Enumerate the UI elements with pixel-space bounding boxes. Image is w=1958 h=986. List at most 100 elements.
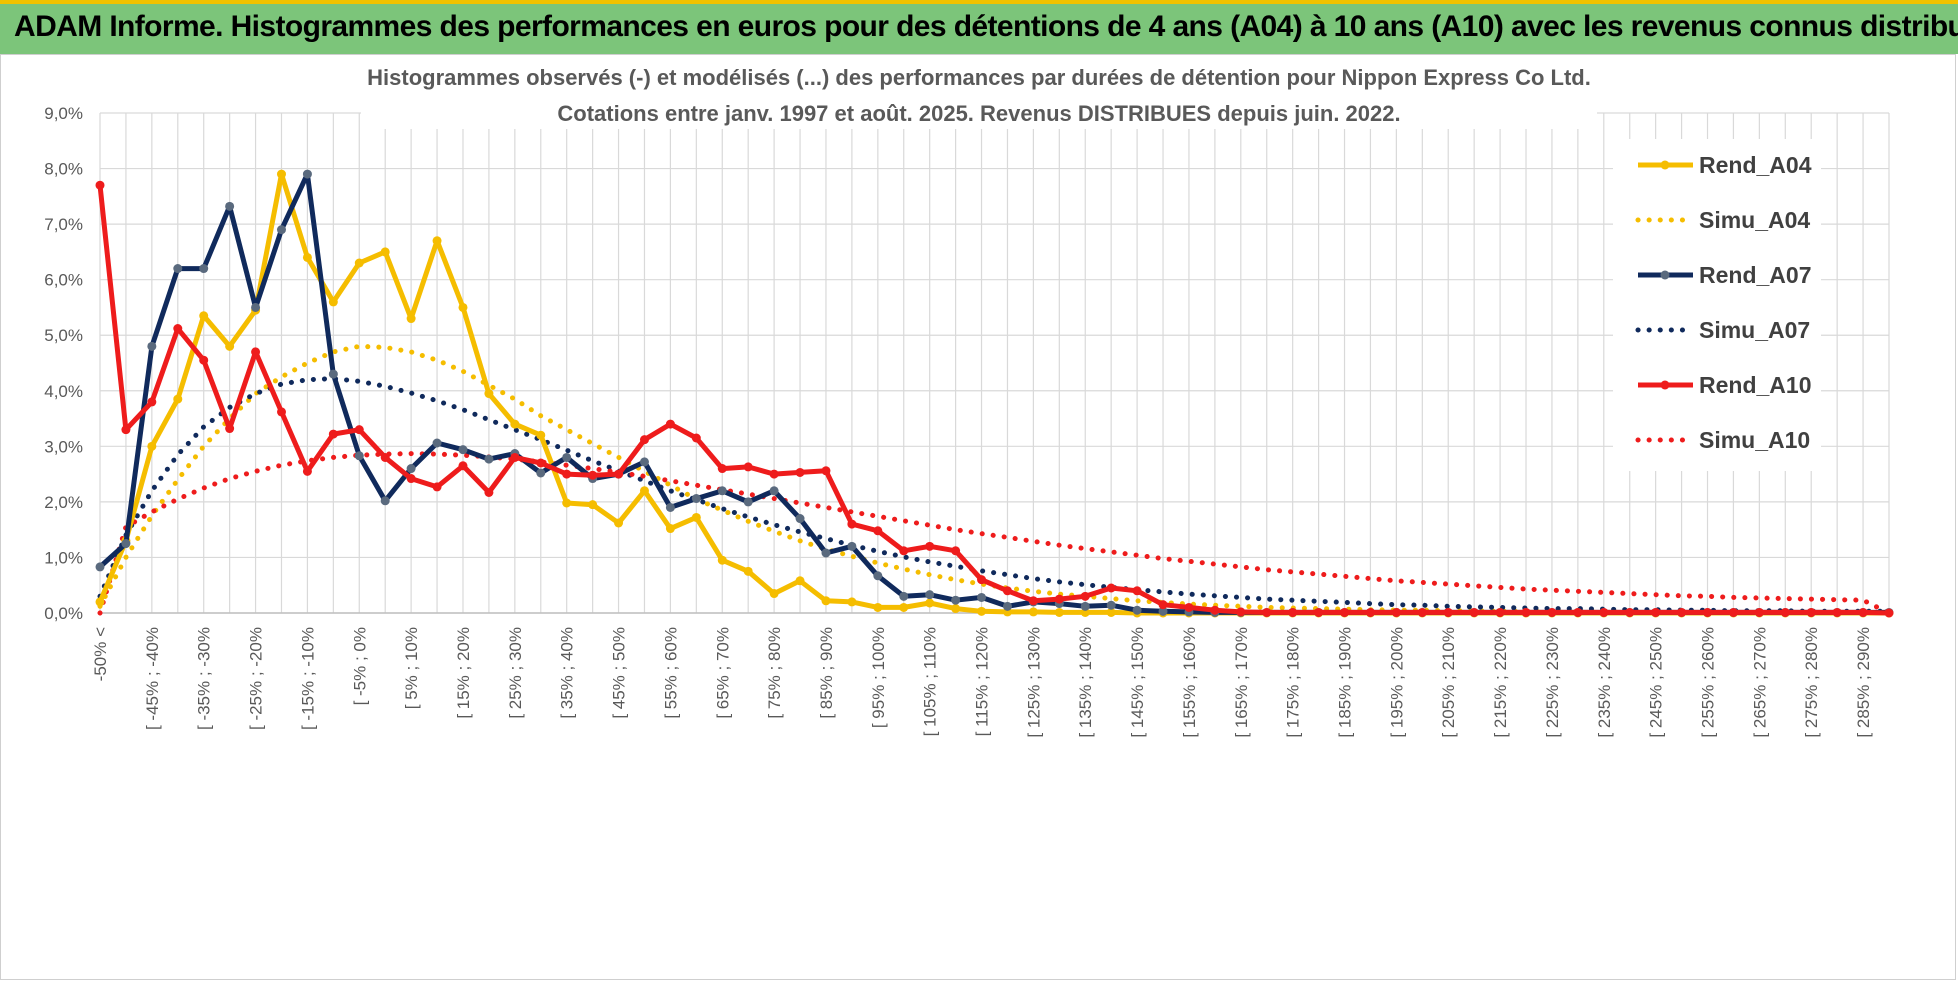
data-point	[691, 433, 701, 443]
data-point	[639, 435, 649, 445]
data-point	[1469, 607, 1479, 617]
data-point	[873, 602, 883, 612]
x-tick-label: [ 195% ; 200%	[1387, 627, 1406, 738]
data-point	[1858, 607, 1868, 617]
x-tick-label: [ 25% ; 30%	[506, 627, 525, 719]
data-point	[276, 169, 286, 179]
data-point	[536, 430, 546, 440]
data-point	[225, 341, 235, 351]
data-point	[1106, 583, 1116, 593]
data-point	[1288, 607, 1298, 617]
legend-box	[1613, 139, 1821, 471]
data-point	[821, 466, 831, 476]
data-point	[199, 264, 209, 274]
data-point	[484, 454, 494, 464]
series-line	[97, 184, 1890, 616]
legend-label: Simu_A07	[1699, 317, 1810, 343]
data-point	[795, 467, 805, 477]
data-point	[276, 407, 286, 417]
data-point	[173, 324, 183, 334]
data-point	[199, 355, 209, 365]
x-tick-label: [ 225% ; 230%	[1543, 627, 1562, 738]
legend: Rend_A04 Simu_A04 Rend_A07 Simu_A07 Rend_A10…	[1613, 139, 1821, 471]
data-point	[1106, 607, 1116, 617]
legend-label: Rend_A10	[1699, 372, 1811, 398]
legend-marker	[1660, 380, 1670, 390]
data-point	[639, 457, 649, 467]
data-point	[1106, 600, 1116, 610]
data-point	[484, 389, 494, 399]
data-point	[1080, 601, 1090, 611]
x-tick-label: [ 15% ; 20%	[454, 627, 473, 719]
data-point	[614, 518, 624, 528]
legend-item: Simu_A07	[1635, 317, 1810, 343]
data-point	[225, 424, 235, 434]
series-Simu_A07	[97, 376, 1892, 614]
data-point	[665, 419, 675, 429]
y-tick-label: 1,0%	[44, 548, 83, 567]
data-point	[873, 526, 883, 536]
report-banner: ADAM Informe. Histogrammes des performan…	[0, 0, 1958, 54]
data-point	[1754, 607, 1764, 617]
x-tick-label: [ -35% ; -30%	[195, 627, 214, 730]
data-point	[1002, 601, 1012, 611]
y-tick-label: 9,0%	[44, 104, 83, 123]
x-tick-label: [ -5% ; 0%	[350, 627, 369, 705]
x-tick-label: [ 105% ; 110%	[921, 627, 940, 736]
data-point	[95, 180, 105, 190]
legend-label: Simu_A04	[1699, 207, 1810, 233]
data-point	[795, 514, 805, 524]
data-point	[432, 438, 442, 448]
data-point	[1314, 607, 1324, 617]
x-tick-label: [ 175% ; 180%	[1284, 627, 1303, 738]
performance-histogram-chart: 0,0% 1,0% 2,0% 3,0% 4,0% 5,0% 6,0% 7,0% 8,0% 9,0%…	[44, 61, 1894, 738]
data-point	[899, 602, 909, 612]
data-point	[665, 502, 675, 512]
data-point	[925, 590, 935, 600]
x-tick-label: [ 285% ; 290%	[1854, 627, 1873, 738]
data-point	[951, 595, 961, 605]
data-point	[743, 462, 753, 472]
data-point	[899, 591, 909, 601]
data-point	[925, 598, 935, 608]
data-point	[977, 575, 987, 585]
data-point	[251, 302, 261, 312]
y-tick-label: 8,0%	[44, 160, 83, 179]
data-point	[302, 252, 312, 262]
data-point	[406, 464, 416, 474]
data-point	[588, 470, 598, 480]
data-point	[847, 541, 857, 551]
data-point	[639, 486, 649, 496]
data-point	[821, 596, 831, 606]
data-point	[769, 589, 779, 599]
data-point	[1573, 607, 1583, 617]
data-point	[251, 347, 261, 357]
series-line	[97, 376, 1892, 614]
report-title: ADAM Informe. Histogrammes des performan…	[14, 10, 1958, 43]
data-point	[1132, 605, 1142, 615]
data-point	[147, 397, 157, 407]
x-tick-label: [ 245% ; 250%	[1647, 627, 1666, 738]
data-point	[717, 464, 727, 474]
x-tick-label: [ 5% ; 10%	[402, 627, 421, 709]
data-point	[199, 311, 209, 321]
data-point	[769, 469, 779, 479]
data-point	[1028, 596, 1038, 606]
data-point	[121, 539, 131, 549]
data-point	[1158, 606, 1168, 616]
legend-item: Rend_A04	[1638, 152, 1812, 178]
x-tick-label: [ 145% ; 150%	[1128, 627, 1147, 738]
data-point	[562, 498, 572, 508]
data-point	[1780, 607, 1790, 617]
data-point	[1495, 607, 1505, 617]
legend-item: Simu_A10	[1635, 427, 1810, 453]
data-point	[1132, 586, 1142, 596]
y-axis: 0,0% 1,0% 2,0% 3,0% 4,0% 5,0% 6,0% 7,0% 8,0% 9,0%	[44, 104, 83, 623]
y-tick-label: 6,0%	[44, 271, 83, 290]
data-point	[588, 500, 598, 510]
data-point	[95, 597, 105, 607]
x-tick-label: [ 125% ; 130%	[1024, 627, 1043, 738]
x-tick-label: [ 85% ; 90%	[817, 627, 836, 719]
x-tick-label: [ 205% ; 210%	[1439, 627, 1458, 738]
data-point	[328, 429, 338, 439]
